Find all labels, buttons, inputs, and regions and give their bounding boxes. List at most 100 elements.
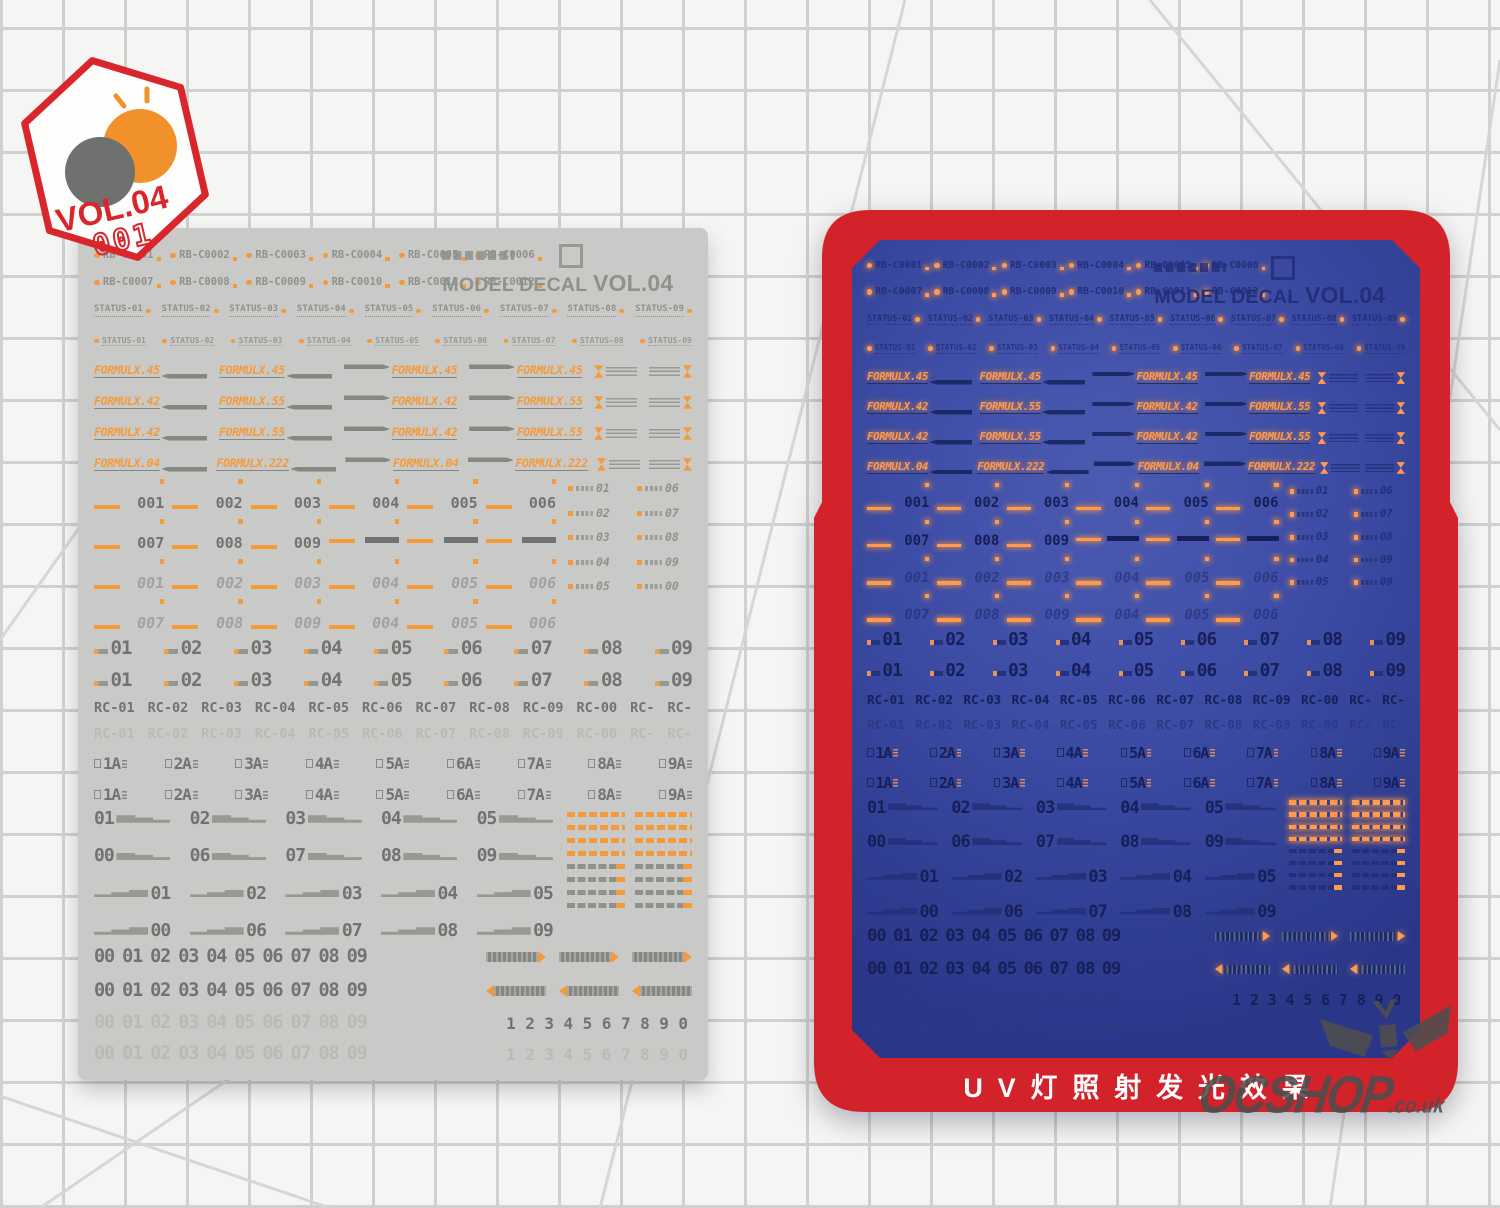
decal-tline (1205, 873, 1255, 880)
decal-d-taper: 01 (867, 868, 938, 885)
decal-tn: 01 (867, 796, 886, 817)
decal-d-ftail (648, 365, 692, 378)
decal-tn: 00 (150, 919, 172, 941)
orange-tick-icon (992, 267, 996, 271)
decal-bpre (164, 680, 179, 686)
decal-d-bignum: 06 (1181, 632, 1216, 650)
decal-d-bignum: 04 (304, 638, 343, 658)
decal-bpre (867, 671, 880, 676)
orange-bar-icon (937, 618, 961, 622)
orange-dot-icon (551, 308, 557, 314)
orange-dot-icon (1205, 483, 1209, 487)
decal-dg: 03 (945, 1019, 964, 1040)
decal-pnum: 007 (136, 613, 166, 632)
decal-nasq (1247, 748, 1254, 757)
decal-d-formula: FORMULX.45 (867, 372, 972, 385)
decal-d-mini: 03 (1290, 532, 1341, 543)
decal-tn: 03 (1035, 796, 1055, 817)
decal-pbot (1216, 536, 1278, 542)
orange-dot-icon (484, 308, 490, 314)
decal-tn: 03 (1088, 865, 1107, 886)
decal-nn: 8A (597, 753, 615, 773)
decal-d-bignum: 09 (1370, 632, 1405, 650)
decal-dg: 09 (1101, 1019, 1121, 1040)
decal-d-rc: RC-07 (415, 700, 457, 717)
decal-mn: 05 (1315, 575, 1329, 589)
decal-sd: 6 (601, 1013, 612, 1033)
decal-d-bignum: 04 (1056, 663, 1091, 681)
decal-d-bignum: 02 (930, 663, 965, 681)
decal-tlines (606, 366, 638, 377)
decal-row-formula: FORMULX.42 FORMULX.55 FORMULX.42 FORMULX.55 (94, 418, 692, 449)
orange-dot-icon (1019, 833, 1024, 838)
decal-d-taper: 05 (1205, 799, 1276, 816)
decal-ftext: FORMULX.55 (219, 424, 285, 441)
decal-nn: 7A (526, 753, 545, 773)
decal-nasq (1374, 748, 1381, 757)
decal-ftext: FORMULX.55 (979, 399, 1041, 413)
decal-d-formula: FORMULX.42 (1092, 432, 1197, 445)
decal-d-plate: 008 (172, 599, 244, 632)
decal-tn: 08 (1172, 900, 1192, 921)
decal-st: STATUS-09 (1364, 344, 1405, 354)
decal-st: STATUS-05 (1110, 314, 1155, 325)
decal-pbot: 004 (1076, 610, 1138, 622)
stripe-bar (634, 812, 692, 817)
decal-d-rc: RC-00 (576, 726, 618, 743)
arrow-decal (1215, 931, 1270, 941)
orange-dot-icon (1065, 483, 1069, 487)
decal-natk (893, 779, 898, 786)
decal-bn: 03 (1008, 661, 1028, 682)
orange-bar-icon (172, 585, 199, 590)
decal-d-taper: 09 (1205, 833, 1276, 850)
decal-d-rc: RC-00 (1300, 691, 1339, 707)
orange-dot-icon (358, 847, 363, 852)
decal-d-rc: RC-01 (94, 726, 135, 743)
orange-dot-icon (238, 559, 243, 564)
decal-mn: 00 (665, 579, 679, 593)
decal-d-taper: 07 (1036, 903, 1107, 920)
decal-sheet-normal: MODEL DECAL VOL.04 RB-C0001RB-C0002RB-C0… (78, 228, 708, 1080)
decal-d-mini: 00 (1354, 577, 1405, 588)
decal-bn: 03 (1008, 630, 1028, 651)
orange-dot-icon (230, 338, 236, 344)
decal-d-na: 9A (658, 755, 692, 772)
decal-dg: 00 (867, 989, 886, 1010)
decal-tline (307, 852, 362, 861)
decal-mn: 06 (1379, 484, 1393, 498)
decal-pbot: 006 (1216, 498, 1278, 510)
decal-d-plate: 009 (250, 519, 321, 550)
stripe-bar (1352, 825, 1405, 830)
decal-d-mini: 05 (1290, 577, 1341, 588)
decal-pbot: 008 (937, 610, 999, 622)
decal-natk (1210, 779, 1215, 786)
decal-fbar (930, 440, 972, 445)
decal-dg: 03 (945, 925, 964, 946)
decal-fbar (1092, 402, 1134, 407)
decal-pbot: 003 (1007, 573, 1069, 585)
stripe-bar (567, 851, 625, 856)
decal-d-bignum: 01 (94, 670, 132, 690)
decal-st: STATUS-02 (928, 314, 973, 325)
decal-d-bignum: 06 (444, 670, 483, 690)
decal-dg: 01 (122, 945, 143, 967)
decal-d-formula: FORMULX.45 (980, 372, 1085, 385)
decal-ct: RB-C0012 (484, 276, 535, 289)
decal-d-ftail (594, 427, 638, 440)
decal-sd: 8 (1356, 1021, 1366, 1040)
decal-sd: 9 (1374, 1021, 1384, 1040)
decal-tlines (1365, 374, 1394, 383)
decal-mn: 02 (596, 505, 610, 520)
orange-dot-icon (1296, 346, 1301, 351)
decal-dg: 02 (150, 979, 171, 1001)
decal-fbar (1204, 461, 1246, 466)
orange-square-icon (1290, 512, 1295, 517)
decal-ct: RB-C0009 (1009, 285, 1057, 297)
decal-dg: 03 (178, 979, 199, 1001)
decal-d-taper: 02 (951, 799, 1022, 816)
decal-fbar (1047, 470, 1089, 475)
decal-pdark (522, 536, 556, 543)
orange-square-icon (1290, 535, 1295, 540)
decal-sd: 4 (563, 1044, 574, 1064)
